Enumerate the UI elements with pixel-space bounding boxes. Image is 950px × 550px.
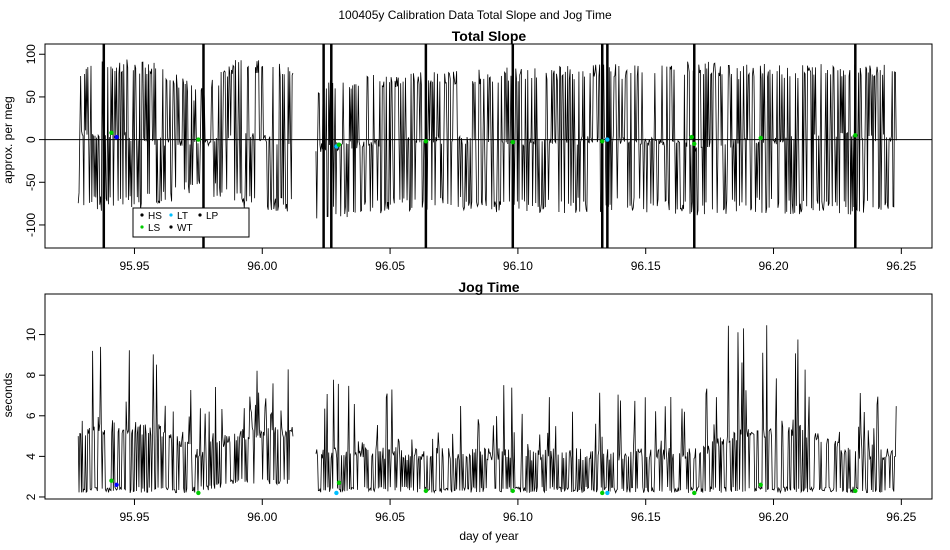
data-marker: [423, 139, 429, 144]
data-marker: [689, 134, 694, 140]
y-tick-label: 10: [24, 328, 38, 342]
data-marker: [605, 137, 610, 142]
total-slope-markers: [109, 130, 858, 149]
x-tick-label: 95.95: [119, 510, 149, 524]
total-slope-y-label: approx. per meg: [1, 96, 15, 183]
data-marker: [336, 142, 342, 147]
x-tick-label: 96.10: [503, 259, 533, 273]
x-tick-label: 96.15: [631, 259, 661, 273]
data-marker: [758, 135, 763, 141]
x-tick-label: 96.15: [631, 510, 661, 524]
y-tick-label: -50: [24, 173, 38, 191]
x-tick-label: 95.95: [119, 259, 149, 273]
legend-label: LT: [177, 211, 188, 222]
legend: HS LT LP LS WT: [132, 207, 250, 238]
jog-time-axes: 95.95 96.00 96.05 96.10 96.15 96.20 96.25 2 4 6 8 1…: [24, 328, 917, 524]
data-marker: [196, 137, 201, 142]
total-slope-axes: 95.95 96.00 96.05 96.10 96.15 96.20 96.25 -100 -…: [24, 44, 917, 273]
data-marker: [600, 490, 605, 496]
total-slope-title: Total Slope: [452, 28, 527, 44]
data-marker: [109, 130, 114, 135]
x-axis-label: day of year: [459, 529, 518, 543]
y-tick-label: 50: [24, 90, 38, 104]
y-tick-label: 100: [24, 44, 38, 64]
legend-label: WT: [177, 223, 193, 234]
data-marker: [336, 480, 342, 485]
jog-time-y-label: seconds: [1, 373, 15, 418]
x-tick-label: 96.05: [375, 510, 405, 524]
x-tick-label: 96.05: [375, 259, 405, 273]
figure-title: 100405y Calibration Data Total Slope and…: [338, 8, 612, 22]
data-series-line: [77, 59, 294, 212]
legend-swatch: [140, 213, 144, 217]
jog-time-plot-frame: [44, 293, 933, 500]
data-marker: [109, 478, 114, 483]
x-tick-label: 96.10: [503, 510, 533, 524]
data-marker: [853, 488, 858, 494]
x-tick-label: 96.25: [886, 510, 916, 524]
data-series-line: [77, 346, 294, 494]
data-marker: [600, 139, 605, 144]
x-tick-label: 96.20: [759, 510, 789, 524]
y-tick-label: 4: [24, 453, 38, 460]
jog-time-trace: [77, 325, 897, 494]
total-slope-panel: Total Slope approx. per meg 95.95 96.00 96…: [1, 28, 933, 273]
x-tick-label: 96.20: [759, 259, 789, 273]
data-marker: [196, 490, 201, 496]
total-slope-plot-frame: [44, 43, 933, 249]
jog-time-title: Jog Time: [458, 279, 519, 295]
data-marker: [334, 490, 339, 496]
data-marker: [114, 482, 119, 487]
data-marker: [692, 141, 697, 147]
y-tick-label: 6: [24, 412, 38, 419]
legend-swatch: [169, 225, 173, 229]
data-marker: [510, 488, 515, 494]
y-tick-label: -100: [24, 213, 38, 237]
legend-label: LP: [206, 211, 219, 222]
data-marker: [605, 490, 610, 496]
y-tick-label: 0: [24, 136, 38, 143]
x-tick-label: 96.00: [247, 510, 277, 524]
data-series-line: [315, 325, 897, 494]
data-marker: [758, 482, 763, 487]
jog-time-markers: [109, 478, 858, 496]
y-tick-label: 2: [24, 493, 38, 500]
data-marker: [510, 139, 515, 145]
jog-time-panel: Jog Time seconds 95.95 96.00 96.05 96.10 96.…: [1, 279, 933, 543]
data-marker: [692, 490, 697, 496]
legend-label: LS: [148, 223, 161, 234]
legend-swatch: [169, 213, 173, 217]
legend-box: [132, 207, 250, 238]
legend-swatch: [140, 225, 144, 229]
y-tick-label: 8: [24, 372, 38, 379]
legend-swatch: [198, 213, 202, 217]
data-marker: [423, 488, 429, 494]
data-marker: [114, 134, 119, 140]
data-series-line: [315, 61, 897, 219]
x-tick-label: 96.25: [886, 259, 916, 273]
x-tick-label: 96.00: [247, 259, 277, 273]
data-marker: [853, 133, 858, 138]
legend-label: HS: [148, 211, 162, 222]
